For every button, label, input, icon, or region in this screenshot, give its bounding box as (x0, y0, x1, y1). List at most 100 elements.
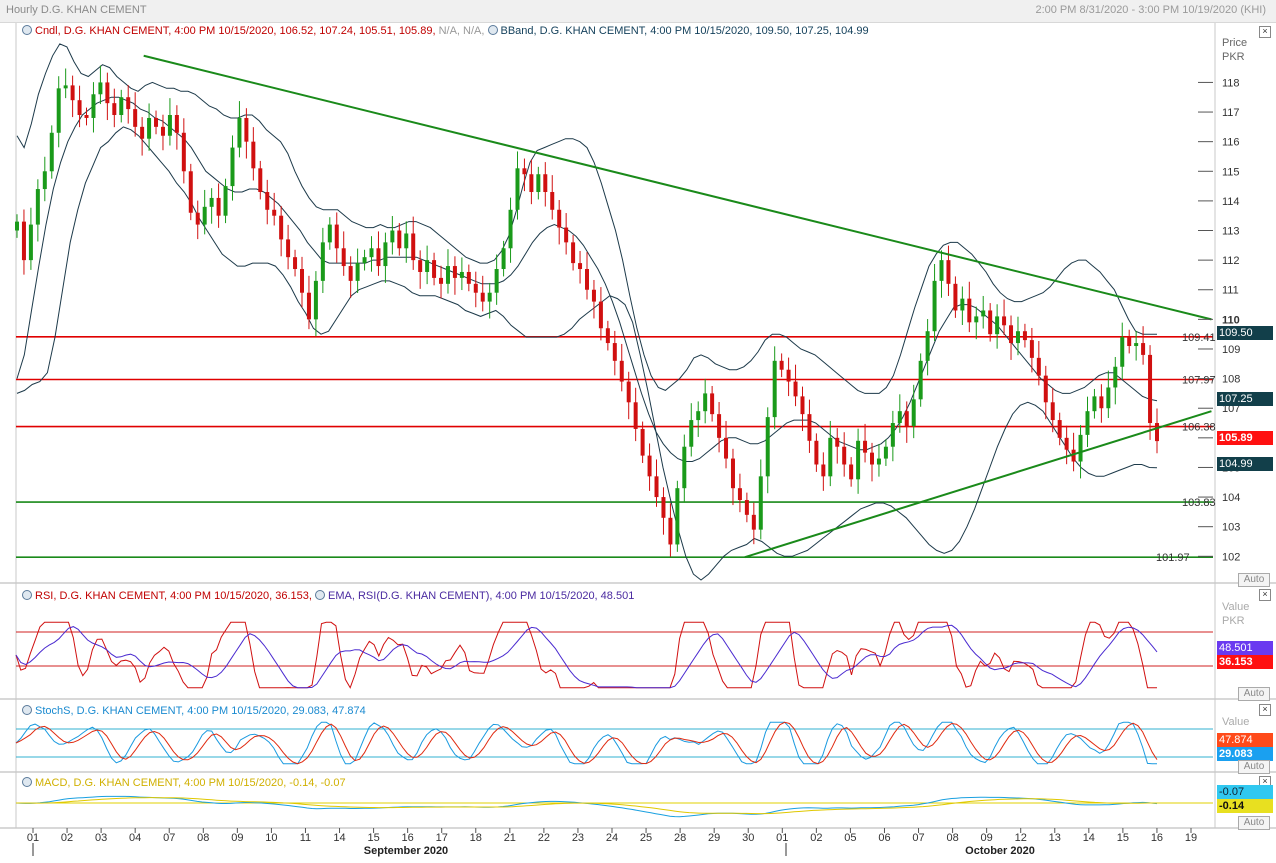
candle-body (209, 197, 214, 207)
candle-body (612, 343, 617, 361)
candle-body (863, 440, 868, 453)
candle-body (703, 393, 708, 412)
candle-body (1120, 337, 1125, 367)
candle-body (320, 242, 325, 281)
candle-body (341, 248, 346, 267)
candle-body (661, 497, 666, 518)
stoch-d-tag: 47.874 (1217, 733, 1273, 747)
candle-body (327, 224, 332, 243)
legend-toggle-icon[interactable] (22, 705, 32, 715)
candle-body (696, 411, 701, 421)
candle-body (286, 239, 291, 258)
price-tick-label: 114 (1222, 196, 1240, 208)
legend-toggle-icon[interactable] (22, 25, 32, 35)
rsi-axis-unit: PKR (1222, 615, 1245, 627)
candle-body (21, 221, 26, 261)
rsi-panel-lines (15, 621, 1213, 689)
candle-body (675, 488, 680, 545)
candle-body (230, 147, 235, 187)
candle-body (668, 517, 673, 545)
time-tick-label: 06 (878, 832, 890, 844)
candle-body (1085, 411, 1090, 435)
macd-signal-line (16, 797, 1158, 815)
candle-body (779, 360, 784, 370)
price-panel-close-button[interactable]: × (1259, 26, 1271, 38)
candle-body (807, 414, 812, 441)
candle-body (876, 458, 881, 465)
candle-body (988, 310, 993, 335)
candle-body (960, 298, 965, 311)
bband-upper-line (16, 43, 1157, 394)
candle-body (1002, 316, 1007, 326)
candle-body (42, 171, 47, 190)
candle-body (870, 452, 874, 465)
candle-body (279, 215, 284, 240)
legend-toggle-icon[interactable] (22, 777, 32, 787)
legend-rsi: RSI, D.G. KHAN CEMENT, 4:00 PM 10/15/202… (35, 590, 312, 602)
candle-body (459, 271, 464, 278)
candle-body (265, 192, 270, 210)
candle-body (362, 257, 367, 264)
candle-body (633, 402, 638, 429)
candle-body (480, 292, 485, 302)
price-tick-label: 117 (1222, 107, 1240, 119)
candle-body (911, 399, 916, 426)
candle-body (237, 117, 242, 148)
candle-body (897, 411, 902, 424)
candle-body (1113, 366, 1118, 388)
time-tick-label: 25 (640, 832, 652, 844)
time-tick-label: 16 (402, 832, 414, 844)
legend-toggle-icon[interactable] (315, 590, 326, 600)
candle-body (890, 423, 895, 447)
candle-body (1009, 325, 1014, 344)
time-tick-label: 09 (981, 832, 993, 844)
bollinger-bands (16, 43, 1158, 581)
candle-body (995, 316, 1000, 335)
candle-body (974, 316, 979, 323)
candle-body (251, 141, 256, 169)
legend-bband: BBand, D.G. KHAN CEMENT, 4:00 PM 10/15/2… (500, 25, 869, 37)
candle-body (1064, 437, 1069, 450)
candle-body (724, 437, 729, 459)
stoch-auto-scale-button[interactable]: Auto (1238, 760, 1270, 774)
price-tick-label: 108 (1222, 374, 1240, 386)
rsi-auto-scale-button[interactable]: Auto (1238, 687, 1270, 701)
candle-body (147, 117, 152, 139)
price-axis: 1021031041051061071081091101111121131141… (1198, 77, 1240, 563)
price-tick-label: 112 (1222, 255, 1240, 267)
rsi-panel-close-button[interactable]: × (1259, 589, 1271, 601)
rsi-axis-title: Value PKR (1222, 600, 1249, 628)
candle-body (904, 411, 909, 426)
price-tick-label: 115 (1222, 166, 1240, 178)
price-auto-scale-button[interactable]: Auto (1238, 573, 1270, 587)
candle-body (445, 266, 450, 284)
candle-body (598, 301, 603, 329)
candle-body (1092, 396, 1097, 412)
time-tick-label: 17 (436, 832, 448, 844)
panel-frames (0, 22, 1276, 829)
time-tick-label: 13 (1049, 832, 1061, 844)
level-label: 101.97 (1156, 552, 1190, 564)
candle-body (717, 414, 722, 438)
stochastic-panel-lines (15, 721, 1213, 765)
macd-auto-scale-button[interactable]: Auto (1238, 816, 1270, 830)
legend-toggle-icon[interactable] (487, 25, 498, 35)
time-tick-label: 10 (265, 832, 277, 844)
candle-body (140, 126, 145, 139)
legend-rsi-ema: EMA, RSI(D.G. KHAN CEMENT), 4:00 PM 10/1… (328, 590, 635, 602)
time-tick-label: 21 (504, 832, 516, 844)
candle-body (369, 248, 374, 258)
candle-body (571, 242, 576, 264)
month-label: October 2020 (965, 845, 1035, 857)
candle-body (91, 94, 96, 118)
legend-toggle-icon[interactable] (22, 590, 32, 600)
candle-body (619, 360, 624, 382)
time-tick-label: 22 (538, 832, 550, 844)
stoch-panel-close-button[interactable]: × (1259, 704, 1271, 716)
candle-body (112, 103, 117, 116)
candle-body (946, 260, 951, 284)
candle-body (223, 186, 228, 216)
candle-body (918, 360, 923, 400)
time-tick-label: 23 (572, 832, 584, 844)
